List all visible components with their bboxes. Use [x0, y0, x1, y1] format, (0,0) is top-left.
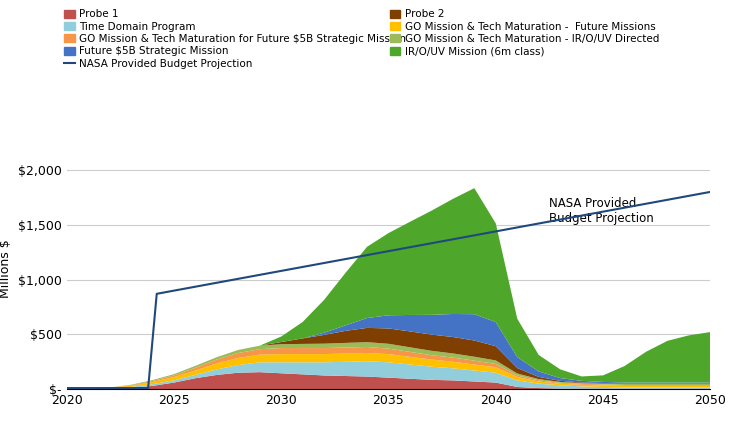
- Legend: Probe 2, GO Mission & Tech Maturation -  Future Missions, GO Mission & Tech Matu: Probe 2, GO Mission & Tech Maturation - …: [390, 9, 659, 56]
- Legend: Probe 1, Time Domain Program, GO Mission & Tech Maturation for Future $5B Strate: Probe 1, Time Domain Program, GO Mission…: [64, 9, 406, 69]
- Text: NASA Provided
Budget Projection: NASA Provided Budget Projection: [549, 197, 654, 225]
- Y-axis label: Millions $: Millions $: [0, 239, 13, 298]
